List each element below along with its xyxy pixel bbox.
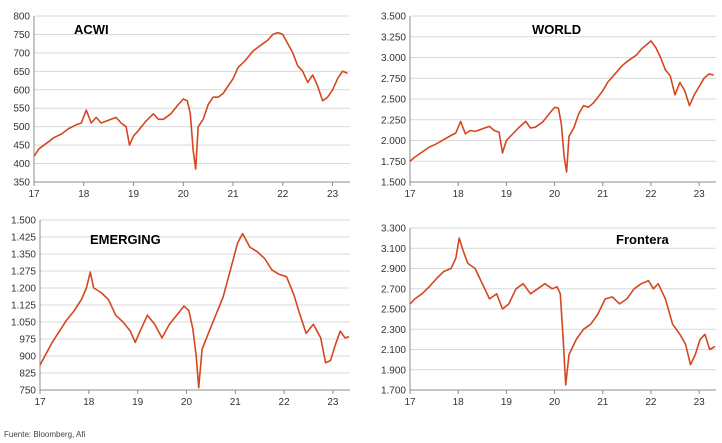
y-tick-label: 2.700: [381, 284, 406, 295]
x-tick-label: 21: [230, 397, 242, 408]
y-tick-label: 1.700: [381, 386, 406, 397]
x-tick-label: 20: [549, 189, 561, 200]
x-tick-label: 17: [404, 189, 416, 200]
y-tick-label: 2.250: [381, 115, 406, 126]
chart-emerging: 750 825 900 975 1.050 1.125 1.200 1.275 1.350 1.4…: [11, 216, 350, 408]
x-tick-label: 20: [181, 397, 193, 408]
y-tick-label: 825: [19, 369, 36, 380]
y-tick-label: 1.500: [381, 178, 406, 189]
y-tick-label: 800: [13, 12, 30, 23]
y-tick-label: 900: [19, 352, 36, 363]
y-tick-label: 3.250: [381, 32, 406, 43]
y-tick-label: 1.125: [11, 301, 36, 312]
y-tick-label: 2.300: [381, 325, 406, 336]
x-tick-label: 19: [501, 189, 513, 200]
y-tick-label: 1.200: [11, 284, 36, 295]
x-tick-label: 18: [453, 397, 465, 408]
x-tick-label: 19: [132, 397, 144, 408]
y-tick-label: 700: [13, 48, 30, 59]
y-tick-label: 2.500: [381, 305, 406, 316]
y-tick-label: 750: [13, 30, 30, 41]
x-tick-label: 20: [178, 189, 190, 200]
y-tick-label: 1.050: [11, 318, 36, 329]
y-tick-label: 2.100: [381, 345, 406, 356]
x-tick-label: 22: [645, 189, 657, 200]
x-tick-label: 19: [501, 397, 513, 408]
x-tick-label: 22: [277, 189, 289, 200]
series-line: [39, 232, 350, 389]
y-tick-label: 3.500: [381, 12, 406, 23]
y-tick-label: 2.000: [381, 136, 406, 147]
chart-panel-frontera: 1.700 1.900 2.100 2.300 2.500 2.700 2.900 3.100…: [364, 220, 722, 412]
x-tick-label: 21: [227, 189, 239, 200]
x-tick-label: 18: [78, 189, 90, 200]
x-tick-label: 17: [404, 397, 416, 408]
source-note: Fuente: Bloomberg, Afi: [4, 430, 86, 439]
x-tick-label: 23: [327, 189, 339, 200]
x-tick-label: 22: [645, 397, 657, 408]
chart-panel-acwi: 350 400 450 500 550 600 650 700 750 800 17 18 19 20 21…: [0, 8, 358, 204]
y-tick-label: 450: [13, 141, 30, 152]
y-tick-label: 1.275: [11, 267, 36, 278]
chart-acwi: 350 400 450 500 550 600 650 700 750 800 17 18 19 20 21…: [13, 12, 350, 200]
y-tick-label: 3.000: [381, 53, 406, 64]
x-tick-label: 23: [694, 189, 706, 200]
x-tick-label: 21: [597, 397, 609, 408]
y-tick-label: 1.500: [11, 216, 36, 227]
y-tick-label: 1.350: [11, 250, 36, 261]
x-tick-label: 20: [549, 397, 561, 408]
x-tick-label: 19: [128, 189, 140, 200]
series-line: [409, 237, 716, 386]
x-tick-label: 23: [694, 397, 706, 408]
chart-panel-emerging: 750 825 900 975 1.050 1.125 1.200 1.275 1.350 1.4…: [0, 212, 358, 412]
y-tick-label: 2.750: [381, 74, 406, 85]
y-tick-label: 650: [13, 67, 30, 78]
y-tick-label: 500: [13, 122, 30, 133]
x-tick-label: 17: [28, 189, 40, 200]
y-tick-label: 1.900: [381, 365, 406, 376]
x-tick-label: 18: [453, 189, 465, 200]
y-tick-label: 1.425: [11, 233, 36, 244]
chart-title: EMERGING: [90, 232, 161, 247]
chart-panel-world: 1.500 1.750 2.000 2.250 2.500 2.750 3.000 3.250…: [364, 8, 722, 204]
y-tick-label: 975: [19, 335, 36, 346]
chart-title: WORLD: [532, 22, 581, 37]
x-tick-label: 23: [327, 397, 339, 408]
chart-frontera: 1.700 1.900 2.100 2.300 2.500 2.700 2.900 3.100…: [381, 224, 716, 408]
x-tick-label: 22: [279, 397, 291, 408]
series-line: [409, 40, 714, 173]
y-tick-label: 550: [13, 104, 30, 115]
y-tick-label: 2.500: [381, 95, 406, 106]
series-line: [33, 31, 348, 170]
y-tick-label: 3.100: [381, 244, 406, 255]
y-tick-label: 750: [19, 386, 36, 397]
chart-title: ACWI: [74, 22, 109, 37]
y-tick-label: 2.900: [381, 264, 406, 275]
y-tick-label: 3.300: [381, 224, 406, 235]
y-tick-label: 1.750: [381, 157, 406, 168]
y-tick-label: 350: [13, 178, 30, 189]
y-tick-label: 400: [13, 159, 30, 170]
chart-title: Frontera: [616, 232, 670, 247]
x-tick-label: 18: [83, 397, 95, 408]
y-tick-label: 600: [13, 85, 30, 96]
chart-world: 1.500 1.750 2.000 2.250 2.500 2.750 3.000 3.250…: [381, 12, 716, 200]
x-tick-label: 21: [597, 189, 609, 200]
x-tick-label: 17: [34, 397, 46, 408]
